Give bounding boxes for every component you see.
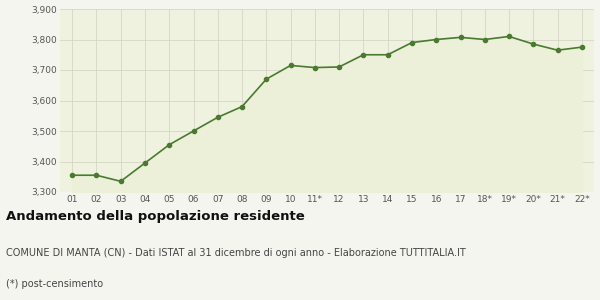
Text: Andamento della popolazione residente: Andamento della popolazione residente [6,210,305,223]
Text: (*) post-censimento: (*) post-censimento [6,279,103,289]
Text: COMUNE DI MANTA (CN) - Dati ISTAT al 31 dicembre di ogni anno - Elaborazione TUT: COMUNE DI MANTA (CN) - Dati ISTAT al 31 … [6,248,466,257]
